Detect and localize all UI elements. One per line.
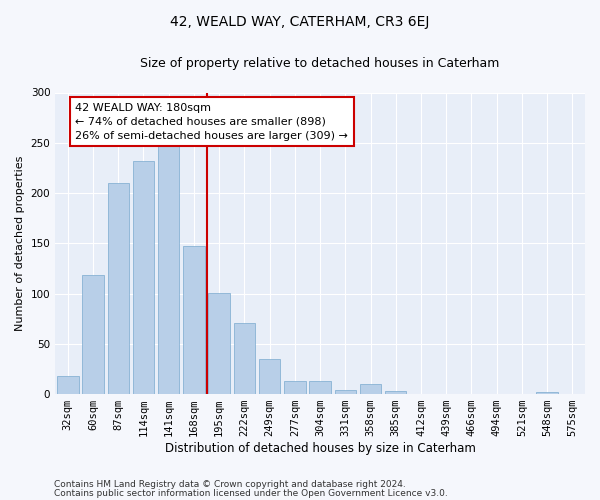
Text: 42, WEALD WAY, CATERHAM, CR3 6EJ: 42, WEALD WAY, CATERHAM, CR3 6EJ [170,15,430,29]
Text: 42 WEALD WAY: 180sqm
← 74% of detached houses are smaller (898)
26% of semi-deta: 42 WEALD WAY: 180sqm ← 74% of detached h… [76,102,348,141]
Bar [158,145,179,394]
Bar [107,183,129,394]
Bar [284,381,305,394]
Bar [385,391,406,394]
Text: Contains HM Land Registry data © Crown copyright and database right 2024.: Contains HM Land Registry data © Crown c… [54,480,406,489]
Bar [82,276,104,394]
Bar [183,246,205,394]
Title: Size of property relative to detached houses in Caterham: Size of property relative to detached ho… [140,58,500,70]
Bar [310,381,331,394]
Bar [57,376,79,394]
Bar [360,384,381,394]
Bar [259,359,280,394]
Bar [208,292,230,394]
Bar [133,161,154,394]
Bar [233,322,255,394]
Bar [536,392,558,394]
Text: Contains public sector information licensed under the Open Government Licence v3: Contains public sector information licen… [54,488,448,498]
Y-axis label: Number of detached properties: Number of detached properties [15,156,25,331]
Bar [335,390,356,394]
X-axis label: Distribution of detached houses by size in Caterham: Distribution of detached houses by size … [164,442,476,455]
